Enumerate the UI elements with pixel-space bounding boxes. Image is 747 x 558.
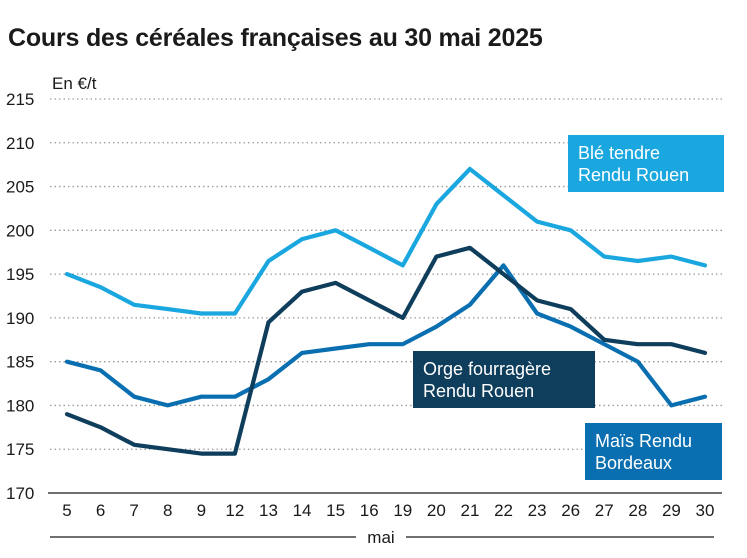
y-tick-label: 195 [6, 265, 34, 284]
series-line-ble-tendre [64, 166, 708, 316]
x-tick-label: 9 [197, 501, 206, 520]
y-tick-label: 175 [6, 440, 34, 459]
series-label-text: Rendu Rouen [423, 381, 534, 401]
x-tick-label: 30 [696, 501, 715, 520]
series-label-box [413, 351, 595, 408]
y-tick-label: 180 [6, 396, 34, 415]
series-label-text: Orge fourragère [423, 359, 551, 379]
y-tick-label: 190 [6, 309, 34, 328]
x-tick-label: 15 [326, 501, 345, 520]
x-axis-label: mai [367, 528, 394, 547]
x-axis-period: mai [50, 528, 714, 547]
x-tick-label: 27 [595, 501, 614, 520]
y-axis-ticks: 170 175 180 185 190 195 200 205 210 215 [6, 90, 34, 503]
series-label-box [568, 135, 724, 192]
x-tick-label: 21 [460, 501, 479, 520]
series-line-mais [64, 263, 708, 408]
x-tick-label: 19 [393, 501, 412, 520]
x-tick-label: 8 [163, 501, 172, 520]
x-tick-label: 22 [494, 501, 513, 520]
x-tick-label: 29 [662, 501, 681, 520]
x-tick-label: 20 [427, 501, 446, 520]
y-tick-label: 205 [6, 178, 34, 197]
series-label-text: Bordeaux [595, 453, 672, 473]
x-tick-label: 6 [96, 501, 105, 520]
y-tick-label: 170 [6, 484, 34, 503]
x-tick-label: 14 [293, 501, 312, 520]
series-lines [64, 166, 708, 456]
y-tick-label: 215 [6, 90, 34, 109]
series-label-box [585, 423, 722, 480]
x-tick-label: 7 [129, 501, 138, 520]
chart-title: Cours des céréales françaises au 30 mai … [8, 24, 543, 52]
x-tick-label: 5 [62, 501, 71, 520]
x-tick-label: 26 [561, 501, 580, 520]
x-tick-label: 16 [360, 501, 379, 520]
y-tick-label: 185 [6, 353, 34, 372]
x-tick-label: 28 [628, 501, 647, 520]
series-label-text: Rendu Rouen [578, 165, 689, 185]
y-tick-label: 200 [6, 221, 34, 240]
series-label-text: Maïs Rendu [595, 431, 692, 451]
x-tick-label: 23 [528, 501, 547, 520]
y-axis-unit-label: En €/t [52, 74, 97, 93]
x-axis-ticks: 5 6 7 8 9 12 13 14 15 16 19 20 21 22 23 26 27 28 29 30 [62, 501, 714, 520]
series-line-orge-fourragere [64, 245, 708, 456]
x-tick-label: 13 [259, 501, 278, 520]
y-tick-label: 210 [6, 134, 34, 153]
x-tick-label: 12 [225, 501, 244, 520]
series-label-text: Blé tendre [578, 143, 660, 163]
